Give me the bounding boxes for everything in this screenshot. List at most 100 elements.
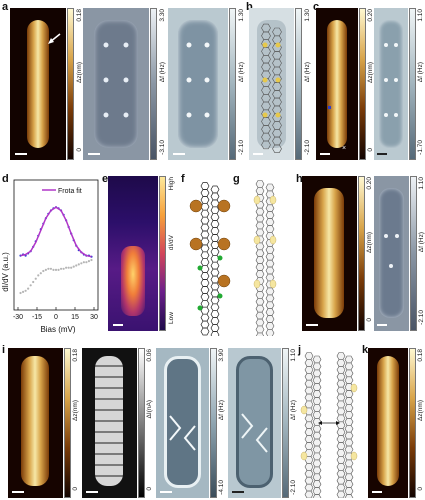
chart-xlabel: Bias (mV) <box>40 325 75 334</box>
hexagon-lattice-overlay <box>257 20 286 153</box>
panel-k-topography <box>368 348 408 498</box>
hexagon-ring <box>344 431 354 440</box>
panel-label-k: k <box>362 344 369 356</box>
hexagon-ring <box>265 253 275 261</box>
colorbar-h1-top: 0.20 <box>366 177 373 190</box>
point-lower <box>27 287 30 290</box>
colorbar-a3 <box>229 8 236 160</box>
v-shaped-features <box>241 413 268 453</box>
carbon-ring <box>210 324 220 332</box>
hexagon-ring <box>265 218 275 226</box>
hexagon-ring <box>265 308 275 316</box>
hexagon-ring <box>336 483 346 492</box>
colorbar-a3-top: 1.30 <box>238 9 245 22</box>
point-lower <box>21 290 25 293</box>
hexagon-ring <box>304 386 314 395</box>
carbon-ring <box>200 189 210 197</box>
carbon-ring <box>210 227 220 235</box>
hexagon-ring <box>304 428 314 436</box>
hexagon-ring <box>255 187 265 195</box>
colorbar-i4 <box>282 348 289 498</box>
scale-bar <box>306 324 318 326</box>
carbon-ring <box>200 320 210 329</box>
hexagon-ring <box>255 332 265 336</box>
x-tick-label: 0 <box>54 314 58 321</box>
hexagon-ring <box>336 442 346 450</box>
hexagon-ring <box>265 329 275 336</box>
hexagon-ring <box>312 473 322 481</box>
carbon-ring <box>210 282 220 291</box>
hexagon-ring <box>344 425 354 433</box>
colorbar-i1-top: 0.18 <box>72 349 79 362</box>
colorbar-i1 <box>64 348 71 498</box>
colorbar-a2 <box>150 8 157 160</box>
hexagon-ring <box>304 463 314 471</box>
panel-f-molecular-model <box>189 182 231 336</box>
scale-bar <box>372 491 382 493</box>
hexagon-ring <box>344 418 354 426</box>
hexagon-ring <box>344 390 354 398</box>
panel-label-g: g <box>233 173 240 185</box>
hexagon-ring <box>344 355 354 364</box>
hexagon-ring <box>255 207 265 216</box>
hexagon-ring <box>312 383 322 391</box>
point-lower <box>87 260 91 263</box>
v-shaped-features <box>169 415 196 451</box>
panel-i-frequency-shift-2 <box>228 348 281 498</box>
hexagon-ring <box>255 221 265 230</box>
point-lower <box>49 267 53 270</box>
hexagon-ring <box>312 362 322 371</box>
colorbar-e-bottom: Low <box>168 312 175 324</box>
carbon-ring <box>200 196 210 204</box>
colorbar-h1-unit: Δz(nm) <box>366 232 373 253</box>
x-tick-label: 30 <box>90 314 98 321</box>
point-lower <box>57 268 60 271</box>
colorbar-h2-bottom: -2.10 <box>418 310 425 325</box>
hexagon-ring <box>265 211 275 219</box>
hexagon-ring <box>265 246 275 254</box>
colorbar-i4-top: 1.10 <box>290 349 297 362</box>
hexagon-ring <box>265 204 275 213</box>
hexagon-ring <box>336 379 346 388</box>
carbon-ring <box>210 192 220 201</box>
point-lower <box>52 268 55 271</box>
hexagon-ring <box>344 459 354 468</box>
colorbar-c1-unit: Δz(nm) <box>367 62 374 83</box>
panel-label-c: c <box>313 1 320 13</box>
panel-label-a: a <box>2 1 9 13</box>
colorbar-a2-unit: Δf (Hz) <box>159 62 166 83</box>
hexagon-ring <box>265 315 275 323</box>
hexagon-ring <box>336 407 346 416</box>
hexagon-ring <box>265 225 275 233</box>
hexagon-ring <box>336 449 346 457</box>
carbon-ring <box>210 310 220 318</box>
hexagon-ring <box>344 404 354 412</box>
hexagon-ring <box>312 480 322 488</box>
carbon-ring <box>200 272 210 280</box>
x-tick-label: 15 <box>71 314 79 321</box>
point-lower <box>65 266 68 269</box>
colorbar-i2-top: 0.06 <box>146 349 153 362</box>
hexagon-ring <box>312 452 322 461</box>
scale-bar <box>320 153 330 155</box>
legend-label: Frota fit <box>58 188 82 195</box>
colorbar-k-unit: Δz(nm) <box>417 400 424 421</box>
carbon-ring <box>210 261 220 270</box>
hexagon-ring <box>255 180 265 188</box>
hexagon-ring <box>312 404 322 412</box>
panel-label-d: d <box>2 173 9 185</box>
point-lower <box>19 291 22 295</box>
bright-spots <box>103 42 129 118</box>
hexagon-ring <box>312 418 322 426</box>
point-lower <box>67 266 70 269</box>
carbon-ring <box>200 244 210 253</box>
colorbar-c2-bottom: -1.70 <box>417 140 424 155</box>
carbon-ring <box>200 293 210 301</box>
scale-bar <box>232 491 244 493</box>
hexagon-ring <box>344 376 354 385</box>
hexagon-ring <box>261 140 271 150</box>
colorbar-i3-bottom: -4.10 <box>218 480 225 495</box>
colorbar-a1 <box>67 8 74 160</box>
panel-label-b: b <box>246 1 253 13</box>
panel-j-lattice-sketch <box>300 352 358 498</box>
